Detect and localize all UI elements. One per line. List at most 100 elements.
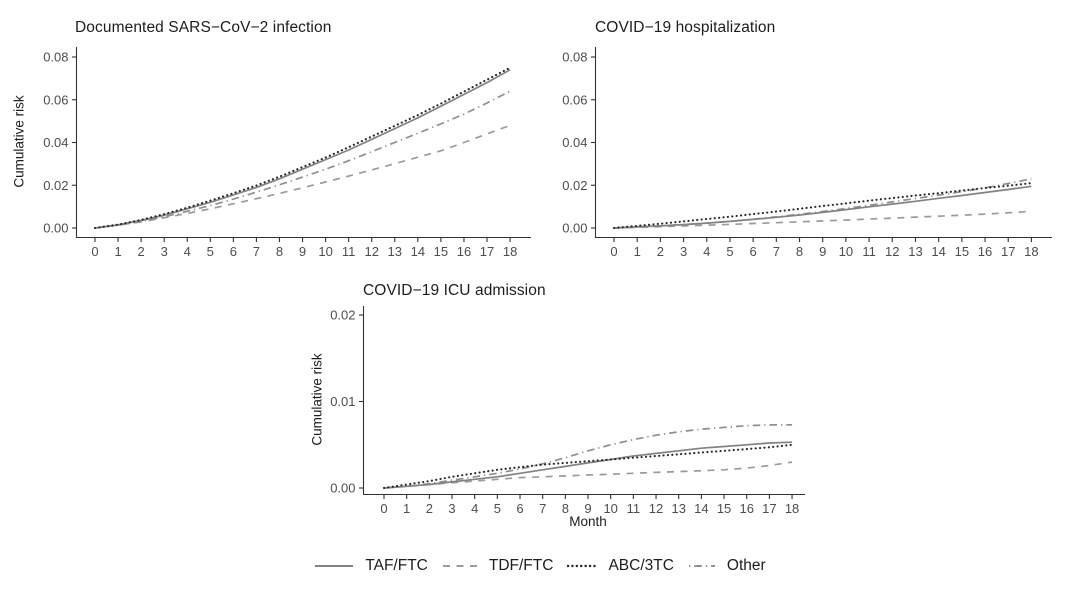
x-tick-label: 8 — [562, 501, 569, 516]
x-tick-label: 7 — [539, 501, 546, 516]
x-tick-label: 2 — [426, 501, 433, 516]
x-tick-label: 14 — [931, 244, 945, 259]
x-tick-label: 18 — [1024, 244, 1038, 259]
x-tick-label: 18 — [503, 244, 517, 259]
legend-label: ABC/3TC — [608, 557, 674, 574]
y-tick-label: 0.06 — [562, 92, 587, 107]
x-tick-label: 2 — [657, 244, 664, 259]
x-tick-label: 3 — [680, 244, 687, 259]
series-line-tdf-ftc — [613, 210, 1032, 229]
x-tick-label: 6 — [516, 501, 523, 516]
x-tick-label: 13 — [908, 244, 922, 259]
x-tick-label: 13 — [388, 244, 402, 259]
x-tick-label: 8 — [276, 244, 283, 259]
x-tick-label: 5 — [726, 244, 733, 259]
legend-label: TDF/FTC — [488, 557, 554, 574]
series-line-other — [383, 424, 793, 489]
panel-hospitalization: COVID−19 hospitalization 0 1 2 3 4 5 6 7 8 9 10 11 1… — [540, 0, 1080, 260]
x-tick-label: 17 — [480, 244, 494, 259]
x-tick-label: 13 — [671, 501, 685, 516]
x-tick-label: 9 — [299, 244, 306, 259]
x-tick-label: 1 — [114, 244, 121, 259]
x-tick-label: 3 — [448, 501, 455, 516]
series-line-tdf-ftc — [94, 124, 511, 229]
legend-item-tdf-ftc: TDF/FTC — [442, 557, 554, 575]
x-tick-label: 14 — [694, 501, 708, 516]
legend-line-sample-solid-icon — [315, 565, 354, 567]
x-tick-label: 6 — [750, 244, 757, 259]
axis-lines — [75, 47, 531, 239]
chart-title-icu: COVID−19 ICU admission — [363, 282, 546, 299]
series-line-taf-ftc — [94, 69, 511, 229]
x-tick-label: 10 — [603, 501, 617, 516]
series-line-other — [613, 177, 1032, 229]
series-line-tdf-ftc — [383, 461, 793, 489]
x-tick-label: 12 — [364, 244, 378, 259]
panel-infection: Documented SARS−CoV−2 infection Cumulati… — [0, 0, 540, 260]
y-tick-label: 0.04 — [43, 135, 68, 150]
x-tick-label: 17 — [762, 501, 776, 516]
axis-lines — [362, 306, 805, 496]
y-tick-label: 0.02 — [330, 308, 355, 323]
legend-item-other: Other — [688, 557, 766, 575]
x-tick-label: 1 — [403, 501, 410, 516]
series-line-abc-3tc — [612, 182, 1033, 230]
x-tick-label: 0 — [91, 244, 98, 259]
legend-label: Other — [726, 557, 766, 574]
chart-title-infection: Documented SARS−CoV−2 infection — [75, 19, 332, 36]
x-tick-label: 12 — [649, 501, 663, 516]
x-tick-label: 4 — [471, 501, 478, 516]
x-tick-label: 16 — [739, 501, 753, 516]
y-tick-label: 0.04 — [562, 135, 587, 150]
x-tick-label: 15 — [717, 501, 731, 516]
legend-line-sample-dotted-icon — [567, 564, 598, 568]
y-tick-label: 0.08 — [562, 50, 587, 65]
y-tick-label: 0.00 — [562, 221, 587, 236]
x-tick-label: 6 — [230, 244, 237, 259]
y-tick-label: 0.02 — [43, 178, 68, 193]
y-tick-label: 0.00 — [43, 221, 68, 236]
legend-line-sample-dashed-icon — [442, 565, 477, 567]
x-tick-label: 8 — [796, 244, 803, 259]
plot-area-infection: 0 1 2 3 4 5 6 7 8 9 10 11 12 13 14 15 16 17 180.000.020.04… — [43, 47, 531, 259]
y-tick-label: 0.06 — [43, 92, 68, 107]
legend: TAF/FTC TDF/FTC ABC/3TC Other — [0, 549, 1080, 583]
x-tick-label: 7 — [773, 244, 780, 259]
chart-title-hospitalization: COVID−19 hospitalization — [595, 19, 776, 36]
x-tick-label: 9 — [584, 501, 591, 516]
y-tick-label: 0.02 — [562, 178, 587, 193]
plot-area-icu: 0 1 2 3 4 5 6 7 8 9 10 11 12 13 14 15 16 17 180.000.010.02 — [330, 306, 805, 516]
y-tick-label: 0.01 — [330, 394, 355, 409]
x-tick-label: 15 — [955, 244, 969, 259]
series-line-abc-3tc — [93, 66, 512, 230]
legend-item-abc-3tc: ABC/3TC — [567, 557, 674, 575]
series-line-abc-3tc — [382, 443, 794, 490]
series-line-taf-ftc — [383, 441, 793, 489]
x-tick-label: 10 — [839, 244, 853, 259]
x-axis-label-month: Month — [569, 514, 607, 529]
axis-lines — [594, 47, 1052, 239]
x-tick-label: 5 — [207, 244, 214, 259]
x-tick-label: 16 — [457, 244, 471, 259]
x-tick-label: 15 — [434, 244, 448, 259]
legend-label: TAF/FTC — [365, 557, 428, 574]
legend-line-sample-dashdot-icon — [688, 565, 715, 567]
x-tick-label: 4 — [184, 244, 191, 259]
x-tick-label: 14 — [411, 244, 425, 259]
series-line-other — [94, 90, 511, 229]
x-tick-label: 11 — [862, 244, 876, 259]
x-tick-label: 9 — [819, 244, 826, 259]
x-tick-label: 0 — [610, 244, 617, 259]
x-tick-label: 18 — [785, 501, 799, 516]
x-tick-label: 11 — [627, 501, 641, 516]
legend-item-taf-ftc: TAF/FTC — [314, 557, 428, 575]
x-tick-label: 0 — [380, 501, 387, 516]
x-tick-label: 3 — [161, 244, 168, 259]
x-tick-label: 12 — [885, 244, 899, 259]
x-tick-label: 4 — [703, 244, 710, 259]
series-line-taf-ftc — [613, 185, 1032, 229]
x-tick-label: 2 — [138, 244, 145, 259]
plot-area-hospitalization: 0 1 2 3 4 5 6 7 8 9 10 11 12 13 14 15 16 17 180.000.020.04… — [562, 47, 1052, 259]
x-tick-label: 10 — [318, 244, 332, 259]
